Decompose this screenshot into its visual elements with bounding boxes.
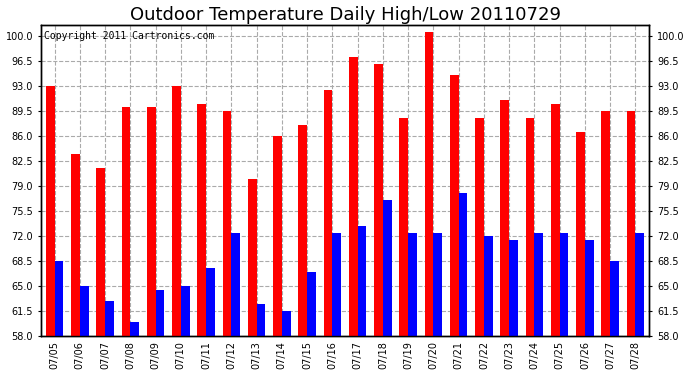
Bar — [282, 311, 290, 336]
Bar — [484, 236, 493, 336]
Bar — [560, 232, 569, 336]
Bar — [273, 136, 282, 336]
Bar — [400, 118, 408, 336]
Bar — [156, 290, 164, 336]
Bar — [46, 86, 55, 336]
Text: Copyright 2011 Cartronics.com: Copyright 2011 Cartronics.com — [43, 32, 214, 41]
Bar — [197, 104, 206, 336]
Title: Outdoor Temperature Daily High/Low 20110729: Outdoor Temperature Daily High/Low 20110… — [130, 6, 560, 24]
Bar — [257, 304, 266, 336]
Bar — [172, 86, 181, 336]
Bar — [475, 118, 484, 336]
Bar — [374, 64, 383, 336]
Bar — [534, 232, 543, 336]
Bar — [433, 232, 442, 336]
Bar — [348, 57, 357, 336]
Bar — [181, 286, 190, 336]
Bar — [96, 168, 105, 336]
Bar — [424, 32, 433, 336]
Bar — [307, 272, 316, 336]
Bar — [450, 75, 459, 336]
Bar — [357, 225, 366, 336]
Bar — [298, 125, 307, 336]
Bar — [500, 100, 509, 336]
Bar — [526, 118, 534, 336]
Bar — [231, 232, 240, 336]
Bar — [585, 240, 594, 336]
Bar — [509, 240, 518, 336]
Bar — [130, 322, 139, 336]
Bar — [576, 132, 585, 336]
Bar — [121, 107, 130, 336]
Bar — [206, 268, 215, 336]
Bar — [408, 232, 417, 336]
Bar — [459, 193, 468, 336]
Bar — [71, 154, 80, 336]
Bar — [610, 261, 619, 336]
Bar — [324, 90, 333, 336]
Bar — [248, 179, 257, 336]
Bar — [80, 286, 89, 336]
Bar — [55, 261, 63, 336]
Bar — [333, 232, 342, 336]
Bar — [222, 111, 231, 336]
Bar — [601, 111, 610, 336]
Bar — [635, 232, 644, 336]
Bar — [383, 201, 392, 336]
Bar — [105, 301, 114, 336]
Bar — [627, 111, 635, 336]
Bar — [551, 104, 560, 336]
Bar — [147, 107, 156, 336]
